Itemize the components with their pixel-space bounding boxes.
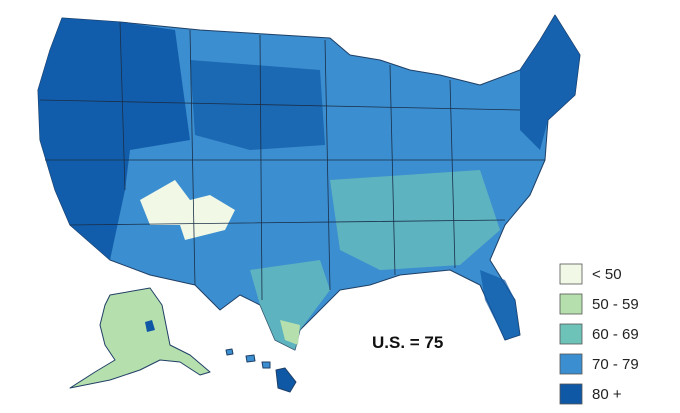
region-dark-northeast (520, 15, 580, 150)
alaska-dark (145, 320, 155, 332)
legend-swatch (559, 383, 583, 405)
legend-label: 70 - 79 (592, 356, 639, 373)
region-light-southwest (140, 180, 235, 240)
region-mid-south (330, 170, 500, 270)
region-dark-west (38, 18, 190, 260)
region-dark-florida (480, 270, 520, 340)
legend: < 50 50 - 59 60 - 69 70 - 79 80 + (559, 263, 639, 405)
legend-swatch (559, 263, 583, 285)
state-borders (39, 21, 545, 301)
legend-label: 60 - 69 (592, 326, 639, 343)
legend-swatch (559, 353, 583, 375)
legend-label: 50 - 59 (592, 296, 639, 313)
region-mid-texas (250, 260, 330, 350)
region-light-texas (280, 320, 300, 345)
legend-label: < 50 (592, 266, 622, 283)
legend-swatch (559, 293, 583, 315)
legend-label: 80 + (592, 386, 622, 403)
region-dark-plains (190, 60, 325, 150)
alaska (69, 287, 211, 389)
hawaii (225, 348, 297, 393)
us-average: U.S. = 75 (372, 333, 443, 352)
legend-swatch (559, 323, 583, 345)
